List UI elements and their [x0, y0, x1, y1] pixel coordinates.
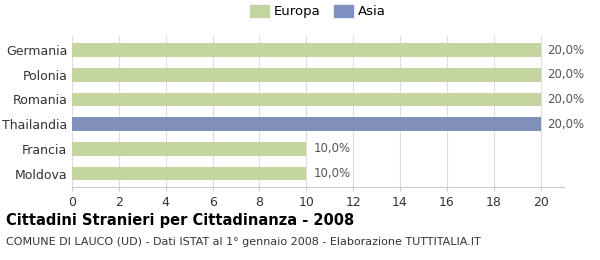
Text: Cittadini Stranieri per Cittadinanza - 2008: Cittadini Stranieri per Cittadinanza - 2… — [6, 213, 354, 228]
Legend: Europa, Asia: Europa, Asia — [245, 0, 391, 24]
Text: COMUNE DI LAUCO (UD) - Dati ISTAT al 1° gennaio 2008 - Elaborazione TUTTITALIA.I: COMUNE DI LAUCO (UD) - Dati ISTAT al 1° … — [6, 237, 481, 246]
Bar — [72, 167, 306, 180]
Text: 20,0%: 20,0% — [548, 43, 585, 56]
Text: 20,0%: 20,0% — [548, 118, 585, 131]
Bar — [72, 43, 541, 57]
Bar — [72, 68, 541, 82]
Bar — [72, 142, 306, 156]
Text: 10,0%: 10,0% — [313, 167, 350, 180]
Bar — [72, 117, 541, 131]
Text: 20,0%: 20,0% — [548, 93, 585, 106]
Text: 20,0%: 20,0% — [548, 68, 585, 81]
Bar — [72, 93, 541, 106]
Text: 10,0%: 10,0% — [313, 142, 350, 155]
